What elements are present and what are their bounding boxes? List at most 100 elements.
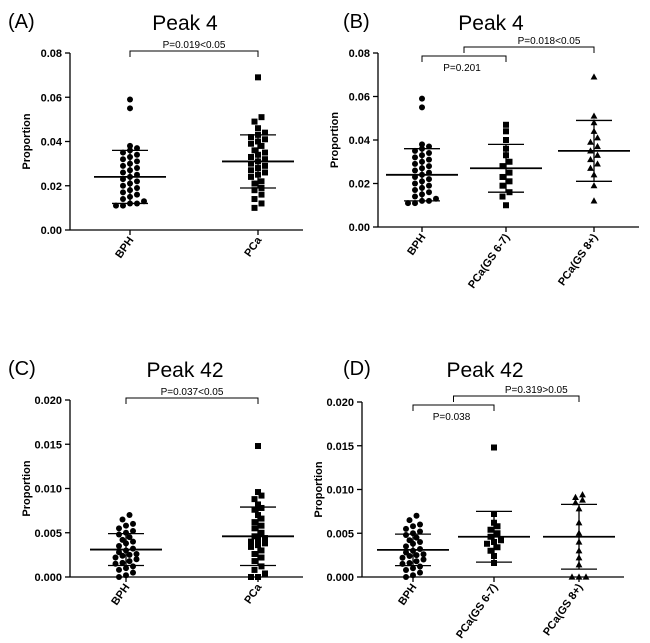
data-point-circle [412, 187, 418, 194]
y-tick-label: 0.08 [349, 48, 370, 60]
x-tick-label: PCa(GS 6-7) [454, 582, 500, 641]
p-value-label: P=0.038 [433, 412, 471, 423]
y-axis-label: Proportion [21, 460, 33, 516]
data-point-square [258, 200, 265, 207]
panel-label: (B) [343, 11, 370, 33]
y-tick-label: 0.00 [349, 222, 370, 234]
data-point-circle [127, 142, 133, 149]
data-point-circle [403, 567, 409, 573]
data-point-circle [412, 154, 418, 161]
data-point-square [262, 156, 268, 163]
data-point-circle [123, 572, 129, 579]
data-point-triangle [587, 164, 594, 171]
chart-title: Peak 42 [446, 359, 523, 382]
data-point-square [506, 178, 513, 185]
data-point-circle [119, 516, 126, 523]
data-point-square [498, 537, 504, 544]
x-tick-label: BPH [109, 582, 132, 608]
data-point-square [258, 529, 265, 536]
data-point-square [255, 501, 261, 508]
significance-bracket [453, 395, 580, 402]
data-point-square [262, 570, 268, 577]
data-point-square [487, 526, 494, 533]
data-point-square [248, 538, 254, 545]
data-point-triangle [579, 491, 586, 498]
data-point-circle [417, 521, 423, 528]
data-point-square [491, 444, 497, 451]
data-point-square [248, 167, 254, 174]
data-point-triangle [575, 573, 583, 580]
data-point-square [251, 187, 258, 194]
data-point-circle [112, 554, 119, 561]
data-point-circle [426, 163, 432, 170]
data-point-circle [130, 527, 136, 534]
data-point-circle [403, 543, 409, 550]
data-point-triangle [594, 134, 601, 141]
data-point-circle [405, 200, 411, 207]
data-point-circle [130, 538, 136, 545]
data-point-circle [130, 520, 136, 527]
data-point-circle [417, 539, 423, 545]
data-point-circle [406, 537, 413, 544]
y-tick-label: 0.020 [326, 397, 354, 409]
data-point-square [262, 535, 268, 542]
data-point-square [491, 560, 497, 566]
panel-label: (D) [343, 358, 371, 380]
data-point-circle [410, 565, 416, 572]
data-point-square [251, 147, 258, 154]
data-point-square [248, 153, 254, 160]
y-tick-label: 0.015 [326, 441, 354, 453]
data-point-circle [141, 198, 147, 205]
data-point-circle [120, 162, 126, 169]
data-point-circle [419, 104, 425, 111]
data-point-circle [116, 543, 122, 550]
data-point-square [258, 504, 265, 511]
data-point-circle [113, 202, 119, 209]
x-tick-label: PCa [242, 234, 265, 259]
data-point-circle [133, 550, 140, 557]
data-point-square [487, 547, 494, 554]
data-point-square [251, 180, 258, 187]
data-point-circle [426, 143, 432, 150]
data-point-square [251, 550, 258, 557]
data-point-circle [419, 141, 425, 148]
y-tick-label: 0.02 [41, 181, 62, 193]
data-point-circle [420, 556, 427, 563]
data-point-square [251, 566, 258, 573]
x-tick-label: BPH [113, 235, 136, 261]
data-point-circle [134, 184, 140, 191]
y-tick-label: 0.010 [34, 484, 62, 496]
data-point-square [262, 149, 268, 156]
data-point-triangle [572, 499, 579, 506]
data-point-triangle [590, 197, 598, 204]
data-point-circle [419, 95, 425, 102]
data-point-triangle [594, 151, 601, 158]
data-point-square [258, 547, 265, 554]
x-tick-label: PCa(GS 6-7) [466, 232, 512, 291]
data-point-circle [120, 156, 126, 163]
data-point-square [258, 191, 265, 198]
data-point-circle [420, 551, 427, 558]
data-point-triangle [590, 73, 598, 80]
data-point-square [255, 74, 261, 81]
panel-label: (A) [8, 11, 35, 33]
data-point-circle [426, 176, 432, 183]
significance-bracket [125, 397, 259, 404]
data-point-circle [426, 150, 432, 157]
data-point-square [248, 173, 254, 180]
chart-panel-b: (B) Peak 4 0.00 0.02 0.04 0.06 0.08 Proportion B… [329, 11, 639, 291]
data-point-circle [412, 193, 418, 200]
data-point-square [503, 137, 509, 143]
data-point-square [255, 489, 261, 496]
data-point-circle [120, 182, 126, 189]
data-point-square [262, 136, 268, 143]
data-point-square [262, 129, 268, 136]
data-point-square [506, 158, 513, 165]
x-tick-label: BPH [405, 232, 428, 258]
y-tick-label: 0.015 [34, 439, 62, 451]
data-point-circle [410, 572, 416, 579]
y-tick-label: 0.00 [41, 225, 62, 237]
data-point-circle [412, 180, 418, 187]
data-point-square [258, 563, 265, 570]
data-point-circle [116, 525, 122, 532]
